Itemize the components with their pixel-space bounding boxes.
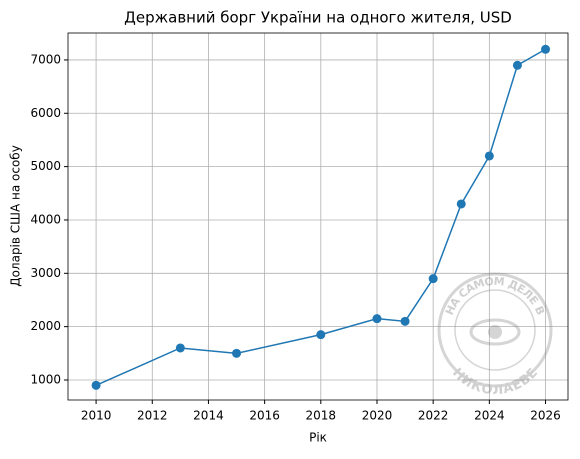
x-tick-label: 2018: [306, 409, 337, 423]
x-tick-label: 2024: [474, 409, 505, 423]
marker: [428, 274, 438, 284]
marker: [175, 343, 185, 353]
marker: [512, 60, 522, 70]
marker: [484, 151, 494, 161]
y-tick-label: 4000: [30, 212, 61, 226]
plot-frame: [67, 32, 569, 401]
marker: [316, 330, 326, 340]
watermark-ring: [437, 272, 553, 388]
x-tick-label: 2026: [530, 409, 561, 423]
marker: [541, 44, 551, 54]
watermark-text: НА САМОМ ДЕЛЕ В: [443, 275, 547, 317]
y-tick-label: 7000: [30, 52, 61, 66]
watermark-ring: [454, 289, 536, 371]
y-tick-label: 3000: [30, 266, 61, 280]
marker: [372, 314, 382, 324]
x-tick-label: 2022: [418, 409, 449, 423]
marker: [400, 316, 410, 326]
y-tick-label: 6000: [30, 106, 61, 120]
chart-title: Державний борг України на одного жителя,…: [124, 9, 512, 27]
watermark-pupil: [488, 325, 502, 339]
watermark: НА САМОМ ДЕЛЕ В НИКОЛАЕВЕ: [437, 272, 553, 398]
marker: [232, 348, 242, 358]
y-tick-label: 5000: [30, 159, 61, 173]
x-tick-label: 2010: [81, 409, 112, 423]
x-tick-label: 2016: [249, 409, 280, 423]
y-axis-label: Доларів США на особу: [9, 145, 23, 287]
y-tick-label: 2000: [30, 319, 61, 333]
x-tick-label: 2012: [137, 409, 168, 423]
x-tick-label: 2014: [193, 409, 224, 423]
y-tick-label: 1000: [30, 372, 61, 386]
marker: [91, 380, 101, 390]
x-axis-label: Рік: [309, 431, 327, 445]
watermark-eye: [469, 318, 521, 346]
watermark-top: НА САМОМ ДЕЛЕ В: [443, 275, 547, 317]
plot-area: 1000 2000 3000 4000 5000 6000 7000 2010 2012 2014…: [30, 32, 569, 423]
x-tick-label: 2020: [362, 409, 393, 423]
marker: [456, 199, 466, 209]
